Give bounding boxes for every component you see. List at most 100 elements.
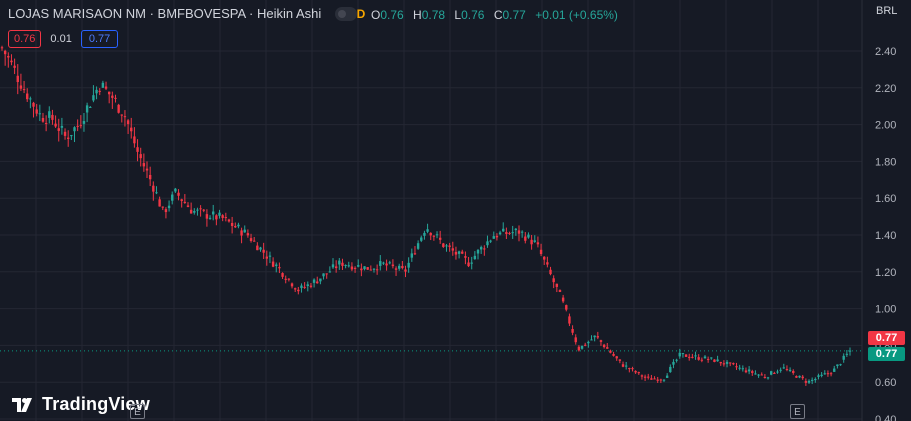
candle-body [290, 283, 294, 287]
candle-body [98, 90, 101, 92]
candle-body [265, 256, 269, 259]
candle-body [476, 249, 480, 254]
candle-body [388, 262, 391, 264]
candle-body [410, 253, 414, 258]
candle-body [398, 265, 401, 269]
candle-body [341, 262, 344, 266]
candle-body [624, 365, 628, 367]
candle-body [473, 255, 477, 260]
candle-body [467, 262, 470, 267]
candle-body [60, 125, 64, 128]
candle-body [669, 366, 672, 373]
candle-body [180, 199, 183, 202]
change-value: +0.01 (+0.65%) [535, 8, 618, 22]
y-tick-label: 0.60 [875, 377, 896, 389]
close-value: 0.77 [502, 8, 526, 22]
candle-body [268, 255, 272, 257]
candle-body [416, 243, 420, 249]
candle-body [829, 373, 833, 375]
candle-body [432, 235, 436, 237]
candle-body [706, 358, 710, 360]
candle-body [404, 269, 407, 272]
candle-body [653, 378, 656, 380]
candle-body [164, 209, 168, 213]
spread-value: 0.01 [50, 33, 72, 45]
candle-body [32, 102, 35, 107]
candle-body [792, 370, 795, 373]
candle-body [167, 205, 171, 209]
candle-body [44, 122, 48, 124]
candle-body [505, 232, 508, 235]
candle-body [297, 289, 300, 292]
candle-body [580, 345, 584, 349]
candle-body [271, 261, 275, 267]
candle-body [189, 209, 193, 214]
y-tick-label: 1.60 [875, 193, 896, 205]
candle-body [596, 336, 600, 338]
candle-body [722, 363, 726, 365]
candle-body [735, 366, 738, 368]
candle-body [79, 125, 83, 127]
candle-body [508, 232, 511, 234]
candle-body [530, 239, 533, 245]
high-label: H [413, 8, 422, 22]
candle-body [22, 89, 26, 91]
candle-body [845, 353, 849, 355]
open-label: O [371, 8, 381, 22]
candle-body [171, 194, 174, 201]
candle-body [111, 95, 114, 98]
candle-body [801, 376, 804, 379]
data-status-badge[interactable]: D [335, 6, 365, 21]
candle-body [319, 278, 322, 282]
candle-body [95, 89, 98, 94]
candle-body [246, 233, 250, 236]
candle-body [817, 375, 820, 377]
candle-body [193, 211, 196, 213]
candle-body [240, 230, 243, 236]
candle-body [145, 168, 149, 171]
candle-body [631, 368, 634, 370]
candle-body [51, 114, 54, 120]
sell-button[interactable]: 0.76 [8, 30, 42, 48]
candle-body [839, 364, 842, 366]
candle-body [284, 278, 287, 280]
candle-body [227, 219, 231, 222]
candle-body [281, 273, 284, 277]
buy-button[interactable]: 0.77 [80, 30, 119, 48]
candle-body [158, 199, 161, 207]
candle-body [697, 357, 700, 360]
candle-body [609, 350, 612, 353]
candle-body [256, 245, 259, 251]
candle-body [234, 225, 237, 228]
candle-body [262, 249, 265, 253]
currency-label[interactable]: BRL [876, 5, 898, 17]
candle-body [148, 174, 152, 180]
candle-body [810, 379, 814, 381]
candle-body [54, 123, 57, 127]
candle-body [293, 288, 297, 290]
candle-body [328, 271, 332, 273]
y-tick-label: 0.40 [875, 414, 896, 421]
candle-body [647, 376, 650, 378]
earnings-event-icon[interactable]: E [790, 404, 805, 419]
symbol-name: LOJAS MARISAON NM · BMFBOVESPA · Heikin … [8, 6, 322, 21]
symbol-title[interactable]: LOJAS MARISAON NM · BMFBOVESPA · Heikin … [8, 6, 365, 21]
candle-body [461, 251, 464, 254]
candle-body [19, 85, 23, 89]
candle-body [142, 163, 146, 167]
candle-body [420, 237, 423, 241]
candle-body [73, 127, 76, 132]
candle-body [63, 131, 67, 136]
candle-body [788, 369, 792, 371]
candle-body [492, 236, 495, 239]
candle-body [754, 373, 757, 375]
candle-body [448, 245, 451, 247]
candle-body [161, 206, 164, 208]
tradingview-logo[interactable]: TradingView [12, 394, 150, 415]
candle-body [836, 364, 839, 367]
earnings-event-icon[interactable]: E [130, 404, 145, 419]
candle-body [738, 367, 741, 369]
y-tick-label: 2.00 [875, 120, 896, 132]
candle-body [174, 188, 177, 192]
